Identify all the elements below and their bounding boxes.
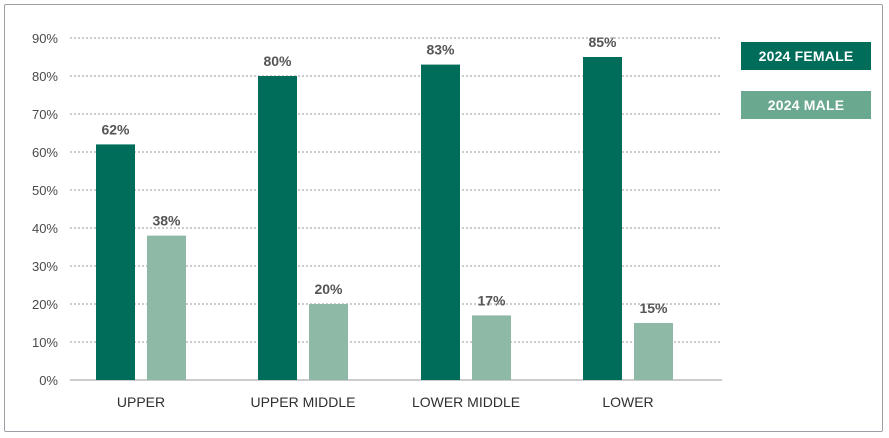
legend-label-female: 2024 FEMALE <box>758 48 854 64</box>
bar-female <box>258 76 297 380</box>
y-tick-label: 50% <box>32 183 58 198</box>
y-tick-label: 70% <box>32 107 58 122</box>
y-tick-label: 40% <box>32 221 58 236</box>
data-label: 38% <box>152 213 181 229</box>
bar-male <box>147 235 186 380</box>
bar-male <box>309 304 348 380</box>
data-label: 17% <box>477 292 506 308</box>
data-label: 83% <box>426 42 455 58</box>
x-category-label: LOWER MIDDLE <box>412 394 520 410</box>
x-category-label: UPPER <box>117 394 165 410</box>
data-label: 20% <box>314 281 343 297</box>
y-tick-label: 10% <box>32 335 58 350</box>
data-label: 62% <box>101 121 130 137</box>
data-label: 80% <box>263 53 292 69</box>
legend-label-male: 2024 MALE <box>767 97 845 113</box>
x-category-label: LOWER <box>602 394 653 410</box>
y-tick-label: 20% <box>32 297 58 312</box>
y-tick-label: 0% <box>39 373 58 388</box>
x-category-label: UPPER MIDDLE <box>250 394 355 410</box>
y-tick-label: 80% <box>32 69 58 84</box>
bar-female <box>96 144 135 380</box>
data-label: 15% <box>639 300 668 316</box>
bar-male <box>634 323 673 380</box>
bar-male <box>472 315 511 380</box>
y-tick-label: 90% <box>32 31 58 46</box>
data-label: 85% <box>588 34 617 50</box>
legend-item-female: 2024 FEMALE <box>741 42 871 70</box>
y-tick-label: 30% <box>32 259 58 274</box>
y-tick-label: 60% <box>32 145 58 160</box>
bar-female <box>583 57 622 380</box>
legend-item-male: 2024 MALE <box>741 91 871 119</box>
bar-female <box>421 64 460 380</box>
